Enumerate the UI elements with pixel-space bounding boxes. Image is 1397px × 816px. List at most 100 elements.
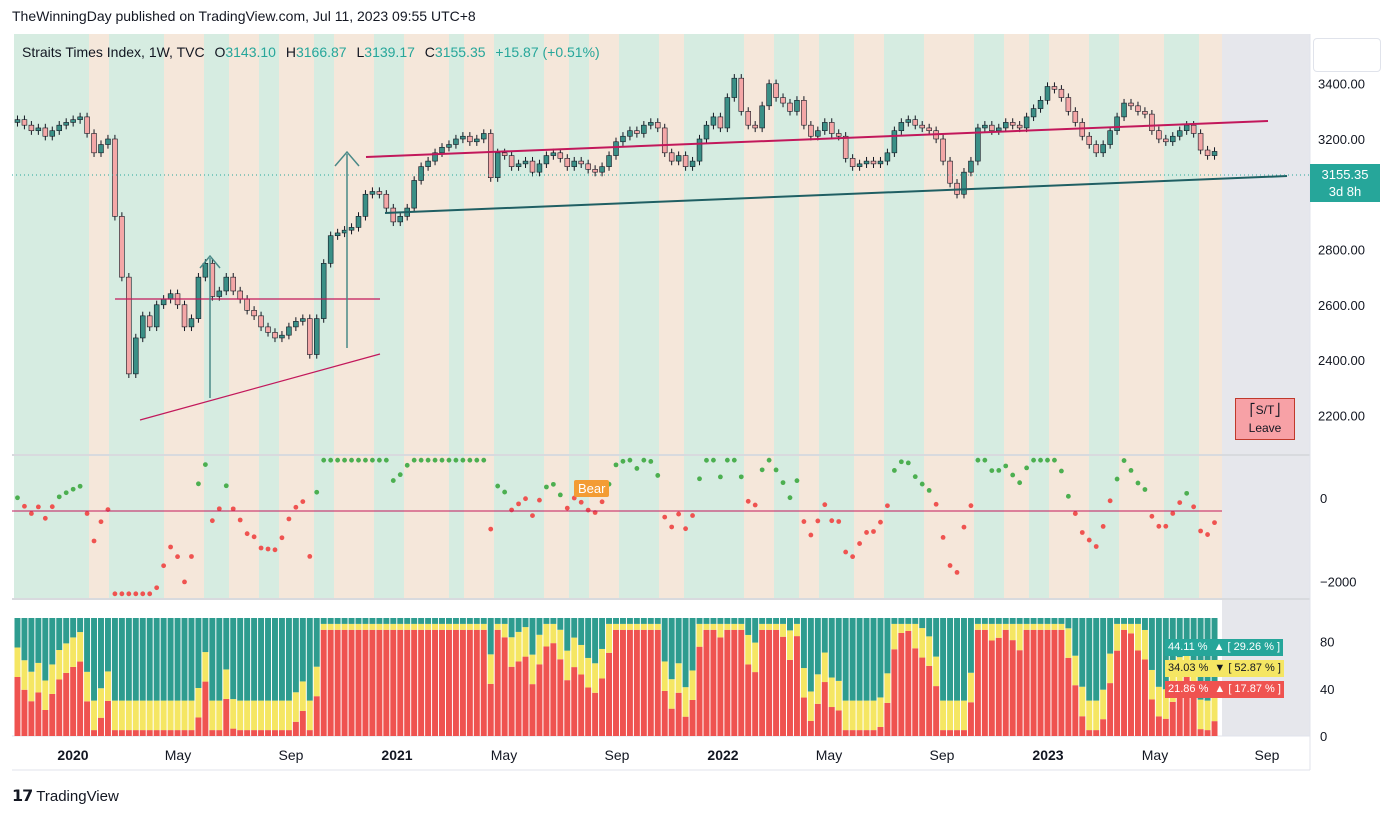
- hist-yellow: [334, 623, 341, 630]
- candle-body: [1204, 149, 1211, 156]
- hist-red: [404, 629, 411, 736]
- high-label: H: [285, 44, 296, 60]
- hist-red: [432, 629, 439, 736]
- hist-red: [1134, 650, 1141, 736]
- band-main: [1089, 34, 1119, 454]
- hist-yellow: [626, 623, 633, 630]
- candle-body: [863, 160, 870, 165]
- band-main: [924, 34, 974, 454]
- hist-yellow: [640, 623, 647, 630]
- change-value: +15.87 (+0.51%): [495, 44, 600, 60]
- osc-mark: [641, 457, 647, 463]
- candle-body: [272, 332, 278, 339]
- candle-body: [1058, 88, 1065, 98]
- candle-body: [550, 152, 557, 156]
- hist-yellow: [933, 656, 940, 687]
- bottom-axis-ticks: 80 40 0: [1320, 635, 1334, 744]
- hist-green: [543, 618, 550, 624]
- hist-yellow: [341, 623, 348, 630]
- hist-green: [619, 618, 626, 624]
- osc-mark: [683, 526, 688, 532]
- hist-red: [160, 730, 167, 736]
- hist-yellow: [1114, 623, 1121, 651]
- osc-mark: [669, 524, 675, 530]
- hist-green: [738, 618, 745, 624]
- hist-red: [877, 726, 884, 736]
- hist-yellow: [188, 700, 195, 731]
- candle-body: [251, 310, 257, 317]
- hist-red: [592, 692, 599, 736]
- hist-yellow: [70, 637, 77, 667]
- hist-yellow: [842, 700, 849, 731]
- hist-green: [341, 618, 348, 624]
- osc-mark: [425, 457, 431, 463]
- hist-yellow: [98, 688, 104, 718]
- hist-red: [633, 629, 640, 736]
- hist-yellow: [473, 623, 480, 630]
- hist-yellow: [1100, 689, 1107, 720]
- hist-yellow: [759, 623, 766, 630]
- tradingview-logo[interactable]: 𝟭𝟳 TradingView: [12, 786, 119, 806]
- hist-red: [42, 709, 49, 736]
- hist-yellow: [244, 700, 251, 731]
- hist-green: [459, 618, 466, 624]
- osc-mark: [509, 507, 515, 513]
- hist-red: [1100, 719, 1107, 736]
- band-main: [589, 34, 619, 454]
- hist-red: [285, 730, 292, 736]
- hist-green: [139, 618, 146, 701]
- hist-red: [1009, 640, 1016, 736]
- hist-yellow: [717, 623, 724, 638]
- hist-red: [766, 629, 773, 736]
- hist-yellow: [606, 623, 613, 653]
- hist-yellow: [578, 644, 585, 675]
- hist-green: [793, 618, 800, 624]
- hist-green: [626, 618, 633, 624]
- hist-red: [376, 629, 383, 736]
- hist-red: [947, 730, 954, 736]
- hist-red: [98, 717, 104, 736]
- candle-body: [28, 124, 35, 132]
- hist-red: [807, 720, 814, 736]
- hist-green: [780, 618, 787, 624]
- symbol-name[interactable]: Straits Times Index, 1W, TVC: [22, 44, 205, 60]
- candle-body: [787, 102, 793, 112]
- hist-yellow: [773, 623, 780, 630]
- hist-green: [967, 618, 974, 673]
- last-price-badge: 3155.35 3d 8h: [1310, 164, 1380, 202]
- hist-yellow: [1134, 623, 1141, 651]
- osc-mark: [1114, 476, 1120, 482]
- time-tick-label: 2023: [1032, 747, 1063, 763]
- band-osc: [589, 456, 619, 598]
- hist-yellow: [167, 700, 174, 731]
- osc-mark: [42, 515, 48, 521]
- support-trendline[interactable]: [384, 175, 1288, 214]
- candle-body: [627, 130, 633, 137]
- hist-red: [258, 730, 265, 736]
- time-tick-label: May: [816, 747, 842, 763]
- time-tick-label: 2021: [381, 747, 412, 763]
- osc-mark: [481, 457, 487, 463]
- hist-yellow: [104, 671, 111, 701]
- candle-body: [77, 116, 83, 120]
- triangle-support-line[interactable]: [139, 353, 381, 421]
- hist-yellow: [689, 670, 696, 700]
- future-area-main: [1222, 34, 1310, 454]
- candle-body: [703, 124, 710, 140]
- hist-green: [759, 618, 766, 624]
- osc-mark: [432, 457, 438, 463]
- osc-mark: [1059, 468, 1064, 474]
- band-osc: [404, 456, 449, 598]
- osc-mark: [84, 511, 90, 516]
- osc-mark: [885, 503, 890, 509]
- hist-yellow: [91, 700, 98, 731]
- hist-red: [1155, 716, 1162, 736]
- candle-body: [1065, 97, 1072, 112]
- hist-yellow: [1044, 623, 1051, 630]
- hist-yellow: [745, 634, 752, 665]
- hist-yellow: [146, 700, 153, 731]
- hist-green: [432, 618, 439, 624]
- resistance-trendline[interactable]: [365, 120, 1269, 158]
- osc-mark: [808, 532, 814, 538]
- toolbar-box[interactable]: [1313, 38, 1381, 72]
